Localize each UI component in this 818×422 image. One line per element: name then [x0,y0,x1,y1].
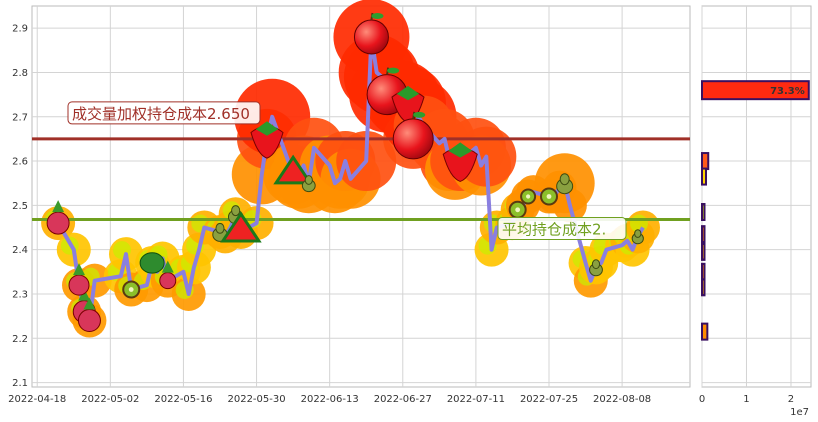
apple-body [353,19,389,55]
pear-top [304,175,313,185]
radish-body [77,309,101,333]
x-tick-label: 2022-04-18 [8,394,66,405]
apple-leaf [413,111,426,118]
radish-leaves [83,297,96,310]
x-tick-label: 2022-05-30 [227,394,285,405]
x-tick-label: 2022-08-08 [593,394,651,405]
x-tick-label: 2022-05-02 [81,394,139,405]
distribution-bar [701,242,706,261]
x-tick-label: 2022-06-13 [301,394,359,405]
kiwi-core [515,207,521,213]
strawberry-marker [250,121,284,159]
x-tick-label: 2022-05-16 [154,394,212,405]
x-tick-label: 2022-06-27 [374,394,432,405]
side-x-exponent: 1e7 [790,407,809,418]
distribution-bar [701,262,706,281]
kiwi-core [546,194,552,199]
radish-leaves [52,200,65,213]
radish-body [159,272,177,290]
melon-marker [139,252,165,274]
radish-marker [46,200,70,235]
annotation-text: 成交量加权持仓成本2.650 [72,105,250,123]
pear-top [559,173,570,186]
distribution-bar [701,203,706,222]
apple-marker [353,12,389,55]
apple-leaf [387,67,400,74]
main-axes: 2.1 2.2 2.3 2.4 2.5 2.6 2.7 2.8 2.9 2022-04-18 202… [8,0,691,405]
distribution-bar [701,278,706,297]
distribution-bar [701,225,706,244]
radish-leaves [161,260,174,273]
x-tick-label: 2022-07-11 [447,394,505,405]
pear-marker [212,222,228,242]
distribution-bar-label: 73.3% [770,86,805,97]
y-tick-label: 2.3 [12,289,28,300]
pear-marker [631,229,644,245]
y-tick-label: 2.6 [12,157,28,168]
watermelon-slice [273,154,313,185]
distribution-bar [701,322,709,341]
side-x-tick-label: 0 [699,394,705,405]
kiwi-core [526,194,531,199]
y-tick-label: 2.5 [12,201,28,212]
radish-marker [159,260,177,290]
y-tick-label: 2.9 [12,24,28,35]
melon-body [139,252,165,274]
cost-annotation-0: 成交量加权持仓成本2.650 [67,101,261,125]
kiwi-marker [508,200,527,219]
y-tick-label: 2.8 [12,68,28,79]
strawberry-marker [442,142,478,182]
annotation-text: 平均持仓成本2. [502,221,606,239]
apple-marker [392,111,434,160]
side-x-tick-label: 1 [743,394,749,405]
annotation-box [67,101,261,125]
kiwi-marker [122,280,141,299]
pear-top [215,222,225,234]
strawberry-leaves [255,121,279,136]
annotation-box [497,217,627,241]
apple-leaf [371,13,384,20]
strawberry-leaves [448,142,473,158]
radish-marker [77,297,101,333]
kiwi-marker [520,188,537,205]
pear-top [231,205,241,217]
radish-body [68,274,90,296]
strawberry-leaves [396,85,420,101]
side-axes: 0 1 2 1e7 73.3% [699,5,812,418]
fruit-markers [46,12,644,333]
y-tick-label: 2.2 [12,334,28,345]
radish-body [46,211,70,235]
side-plot-area [701,5,812,388]
radish-leaves [73,263,85,276]
y-tick-label: 2.1 [12,378,28,389]
distribution-bar [701,167,708,186]
cost-annotation-1: 平均持仓成本2. [497,217,627,241]
y-tick-label: 2.7 [12,112,28,123]
distribution-bar [701,80,810,101]
watermelon-marker [220,211,262,243]
kiwi-core [128,287,134,292]
radish-leaves [78,288,91,301]
side-x-tick-label: 2 [788,394,794,405]
watermelon-marker [273,154,313,185]
distribution-bar [701,152,710,171]
y-tick-label: 2.4 [12,245,28,256]
pear-marker [301,175,316,193]
watermelon-slice [220,211,262,243]
x-tick-label: 2022-07-25 [520,394,578,405]
pear-marker [556,173,574,195]
apple-body [392,118,434,160]
radish-marker [68,263,90,296]
pear-marker [589,259,603,277]
kiwi-marker [540,187,558,206]
pear-top [634,229,642,238]
pear-top [591,259,601,270]
